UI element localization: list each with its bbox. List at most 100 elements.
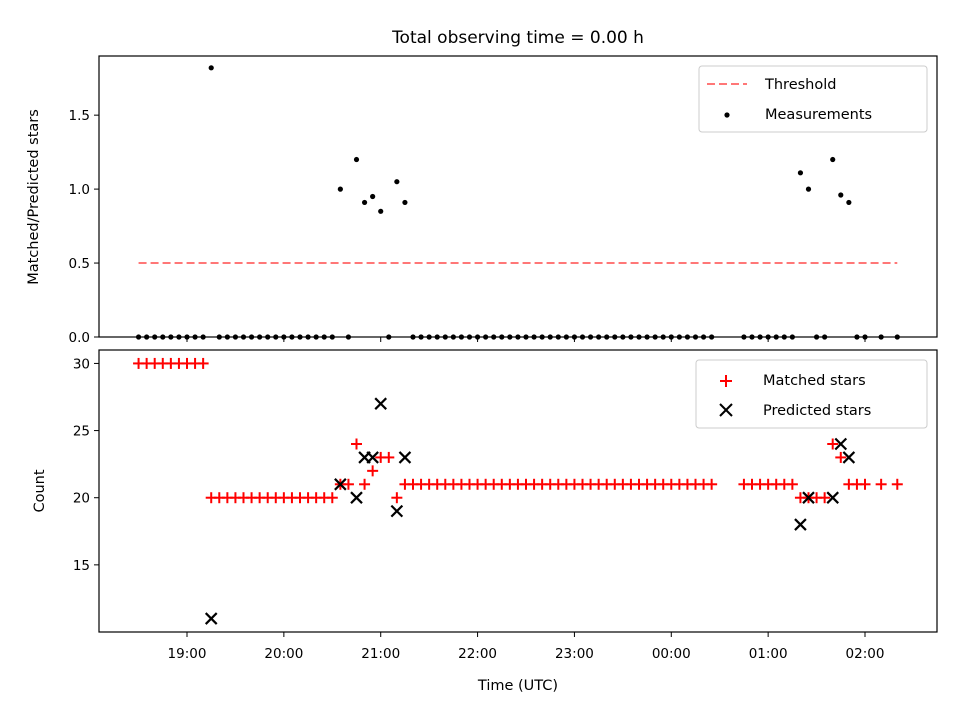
measurement-point bbox=[160, 334, 166, 340]
legend-matched-label: Matched stars bbox=[763, 373, 866, 389]
top-series-layer bbox=[135, 65, 900, 340]
measurement-point bbox=[410, 334, 416, 340]
measurement-point bbox=[168, 334, 174, 340]
measurement-point bbox=[248, 334, 255, 340]
predicted-star-marker bbox=[802, 491, 815, 504]
measurement-point bbox=[135, 334, 142, 340]
bottom-x-tick-label: 23:00 bbox=[555, 646, 594, 662]
matched-star-marker bbox=[827, 438, 839, 450]
bottom-x-tick-label: 21:00 bbox=[361, 646, 400, 662]
bottom-y-tick-label: 15 bbox=[73, 558, 90, 574]
legend-matched-swatch bbox=[720, 375, 732, 387]
matched-star-marker bbox=[383, 451, 395, 463]
measurement-point bbox=[216, 334, 222, 340]
measurement-point bbox=[757, 334, 763, 340]
matched-star-marker bbox=[342, 478, 354, 490]
measurement-point bbox=[192, 334, 198, 340]
measurement-point bbox=[450, 334, 456, 340]
measurement-point bbox=[240, 334, 247, 340]
measurement-point bbox=[466, 334, 473, 340]
predicted-star-stroke-b bbox=[390, 504, 404, 518]
measurement-point bbox=[587, 334, 594, 340]
measurement-point bbox=[781, 334, 787, 340]
measurement-point bbox=[822, 334, 828, 340]
matched-star-marker bbox=[391, 492, 403, 504]
legend-measurements-swatch bbox=[724, 112, 730, 118]
measurement-point bbox=[813, 334, 820, 340]
matched-star-marker bbox=[859, 478, 871, 490]
measurement-point bbox=[644, 334, 650, 340]
top-legend: Threshold Measurements bbox=[698, 65, 928, 133]
top-legend-box bbox=[698, 65, 928, 133]
bottom-legend-box bbox=[695, 359, 928, 429]
predicted-star-stroke-b bbox=[398, 451, 412, 464]
measurement-point bbox=[289, 334, 295, 340]
measurement-point bbox=[321, 334, 327, 340]
measurement-point bbox=[273, 334, 279, 340]
measurement-point bbox=[579, 334, 586, 340]
measurement-point bbox=[838, 192, 844, 198]
measurement-point bbox=[184, 334, 190, 340]
legend-threshold-label: Threshold bbox=[764, 77, 836, 93]
measurement-point bbox=[281, 334, 287, 340]
measurement-point bbox=[652, 334, 658, 340]
bottom-y-tick-label: 25 bbox=[73, 424, 90, 440]
measurement-point bbox=[749, 334, 755, 340]
matched-star-marker bbox=[891, 478, 903, 490]
predicted-star-marker bbox=[374, 397, 387, 410]
top-y-tick-label: 1.0 bbox=[69, 182, 90, 198]
measurement-point bbox=[329, 334, 335, 340]
chart-title: Total observing time = 0.00 h bbox=[391, 28, 644, 48]
measurement-point bbox=[418, 334, 424, 340]
bottom-y-axis: 15 20 25 30 bbox=[73, 356, 99, 574]
measurement-point bbox=[458, 334, 465, 340]
measurement-point bbox=[684, 334, 691, 340]
measurement-point bbox=[515, 334, 521, 340]
matched-star-marker bbox=[197, 357, 209, 369]
measurement-point bbox=[531, 334, 537, 340]
measurement-point bbox=[402, 199, 408, 206]
measurement-point bbox=[345, 334, 352, 340]
top-panel: 0.0 0.5 1.0 1.5 Matched/Predicted stars Thr… bbox=[26, 55, 938, 346]
measurement-point bbox=[741, 334, 747, 340]
predicted-star-stroke-b bbox=[374, 397, 387, 410]
measurement-point bbox=[862, 334, 868, 340]
measurement-point bbox=[830, 156, 836, 163]
matched-star-marker bbox=[819, 492, 831, 504]
bottom-y-tick-label: 20 bbox=[73, 491, 90, 507]
predicted-star-marker bbox=[398, 451, 412, 464]
measurement-point bbox=[483, 334, 489, 340]
bottom-x-tick-label: 20:00 bbox=[264, 646, 303, 662]
top-y-axis: 0.0 0.5 1.0 1.5 bbox=[69, 108, 99, 346]
predicted-star-stroke-b bbox=[834, 437, 848, 451]
measurement-point bbox=[144, 334, 150, 340]
measurement-point bbox=[620, 334, 626, 340]
predicted-star-stroke-b bbox=[794, 518, 807, 531]
predicted-star-marker bbox=[204, 612, 218, 625]
measurement-point bbox=[797, 170, 804, 176]
bottom-y-axis-title: Count bbox=[32, 469, 48, 512]
measurement-point bbox=[709, 334, 715, 340]
measurement-point bbox=[474, 334, 481, 340]
bottom-legend: Matched stars Predicted stars bbox=[695, 359, 928, 429]
measurement-point bbox=[612, 334, 618, 340]
measurement-point bbox=[628, 334, 634, 340]
matched-star-marker bbox=[351, 438, 362, 450]
measurement-point bbox=[894, 334, 900, 340]
measurement-point bbox=[442, 334, 448, 340]
legend-measurements-label: Measurements bbox=[765, 107, 872, 123]
matched-star-marker bbox=[835, 451, 847, 463]
bottom-x-tick-label: 19:00 bbox=[168, 646, 207, 662]
measurement-point bbox=[378, 208, 384, 214]
measurement-point bbox=[555, 334, 561, 340]
measurement-point bbox=[854, 334, 860, 340]
matched-star-marker bbox=[359, 478, 371, 490]
measurement-point bbox=[539, 334, 545, 340]
measurement-point bbox=[765, 334, 771, 340]
bottom-x-tick-label: 22:00 bbox=[458, 646, 497, 662]
measurement-point bbox=[297, 334, 303, 340]
bottom-x-axis-title: Time (UTC) bbox=[477, 678, 558, 694]
bottom-x-axis: 19:00 20:00 21:00 22:00 23:00 00:00 01:00 02:00 bbox=[168, 632, 884, 662]
bottom-series-layer bbox=[133, 357, 903, 625]
measurement-point bbox=[878, 334, 884, 340]
